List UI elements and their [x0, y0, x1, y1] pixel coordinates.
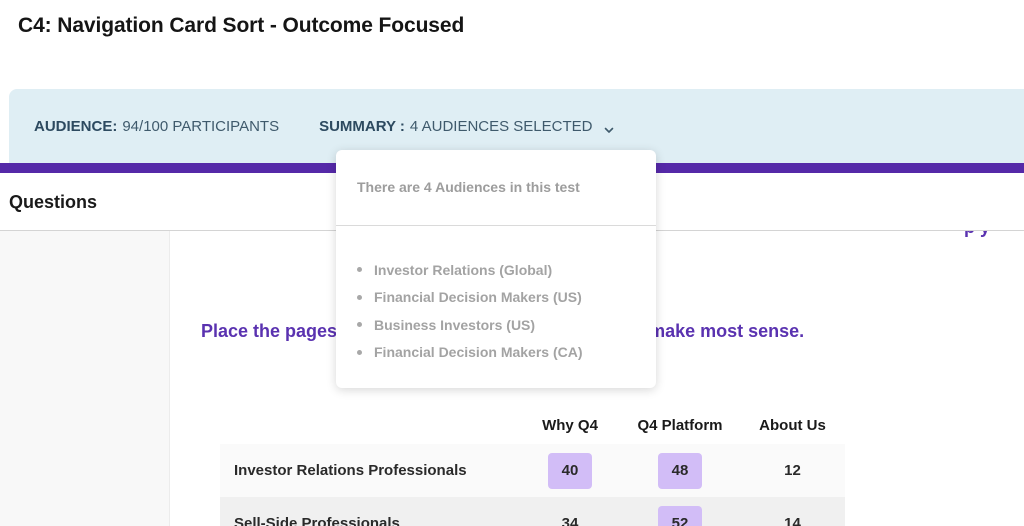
dropdown-heading: There are 4 Audiences in this test [336, 150, 656, 226]
summary-dropdown-toggle[interactable]: SUMMARY : 4 AUDIENCES SELECTED [319, 118, 614, 135]
cell-value: 34 [561, 515, 579, 526]
row-label: Investor Relations Professionals [234, 462, 467, 479]
audience-label: AUDIENCE: [34, 118, 118, 135]
cell-value-highlighted: 40 [548, 452, 592, 489]
audience-list-item: Financial Decision Makers (US) [357, 284, 656, 312]
audience-name: Business Investors (US) [374, 316, 536, 333]
audience-list-item: Business Investors (US) [357, 311, 656, 339]
questions-title: Questions [9, 192, 98, 212]
audience-list: Investor Relations (Global) Financial De… [336, 226, 656, 366]
cell-value: 12 [784, 462, 801, 479]
audience-value: 94/100 PARTICIPANTS [122, 118, 280, 135]
cell-value-highlighted: 52 [658, 505, 702, 526]
audience-list-item: Financial Decision Makers (CA) [357, 339, 656, 367]
audience-name: Investor Relations (Global) [374, 261, 553, 278]
audience-name: Financial Decision Makers (CA) [374, 344, 583, 361]
column-header-q4-platform: Q4 Platform [637, 416, 723, 434]
cell-value-highlighted: 48 [658, 452, 702, 489]
results-table: Why Q4 Q4 Platform About Us Investor Rel… [220, 406, 845, 526]
questions-sidebar [0, 231, 170, 526]
cell-value: 14 [784, 515, 801, 526]
table-header: Why Q4 Q4 Platform About Us [220, 406, 845, 444]
audience-name: Financial Decision Makers (US) [374, 289, 582, 306]
chevron-down-icon[interactable] [604, 122, 614, 133]
summary-dropdown-menu: There are 4 Audiences in this test Inves… [336, 150, 656, 388]
summary-value: 4 AUDIENCES SELECTED [409, 118, 593, 135]
summary-label: SUMMARY : [319, 118, 405, 135]
column-header-why-q4: Why Q4 [542, 416, 598, 434]
bullet-icon [357, 294, 362, 300]
audience-list-item: Investor Relations (Global) [357, 256, 656, 284]
table-row: Sell-Side Professionals 34 52 14 [220, 497, 845, 526]
bullet-icon [357, 267, 362, 273]
bullet-icon [357, 349, 362, 355]
page-title: C4: Navigation Card Sort - Outcome Focus… [18, 14, 465, 37]
row-label: Sell-Side Professionals [234, 515, 400, 526]
audience-summary-row: AUDIENCE: 94/100 PARTICIPANTS SUMMARY : … [34, 118, 614, 135]
table-row: Investor Relations Professionals 40 48 1… [220, 444, 845, 497]
clipped-question-text: p y [200, 231, 990, 238]
bullet-icon [357, 322, 362, 328]
column-header-about-us: About Us [759, 416, 826, 434]
